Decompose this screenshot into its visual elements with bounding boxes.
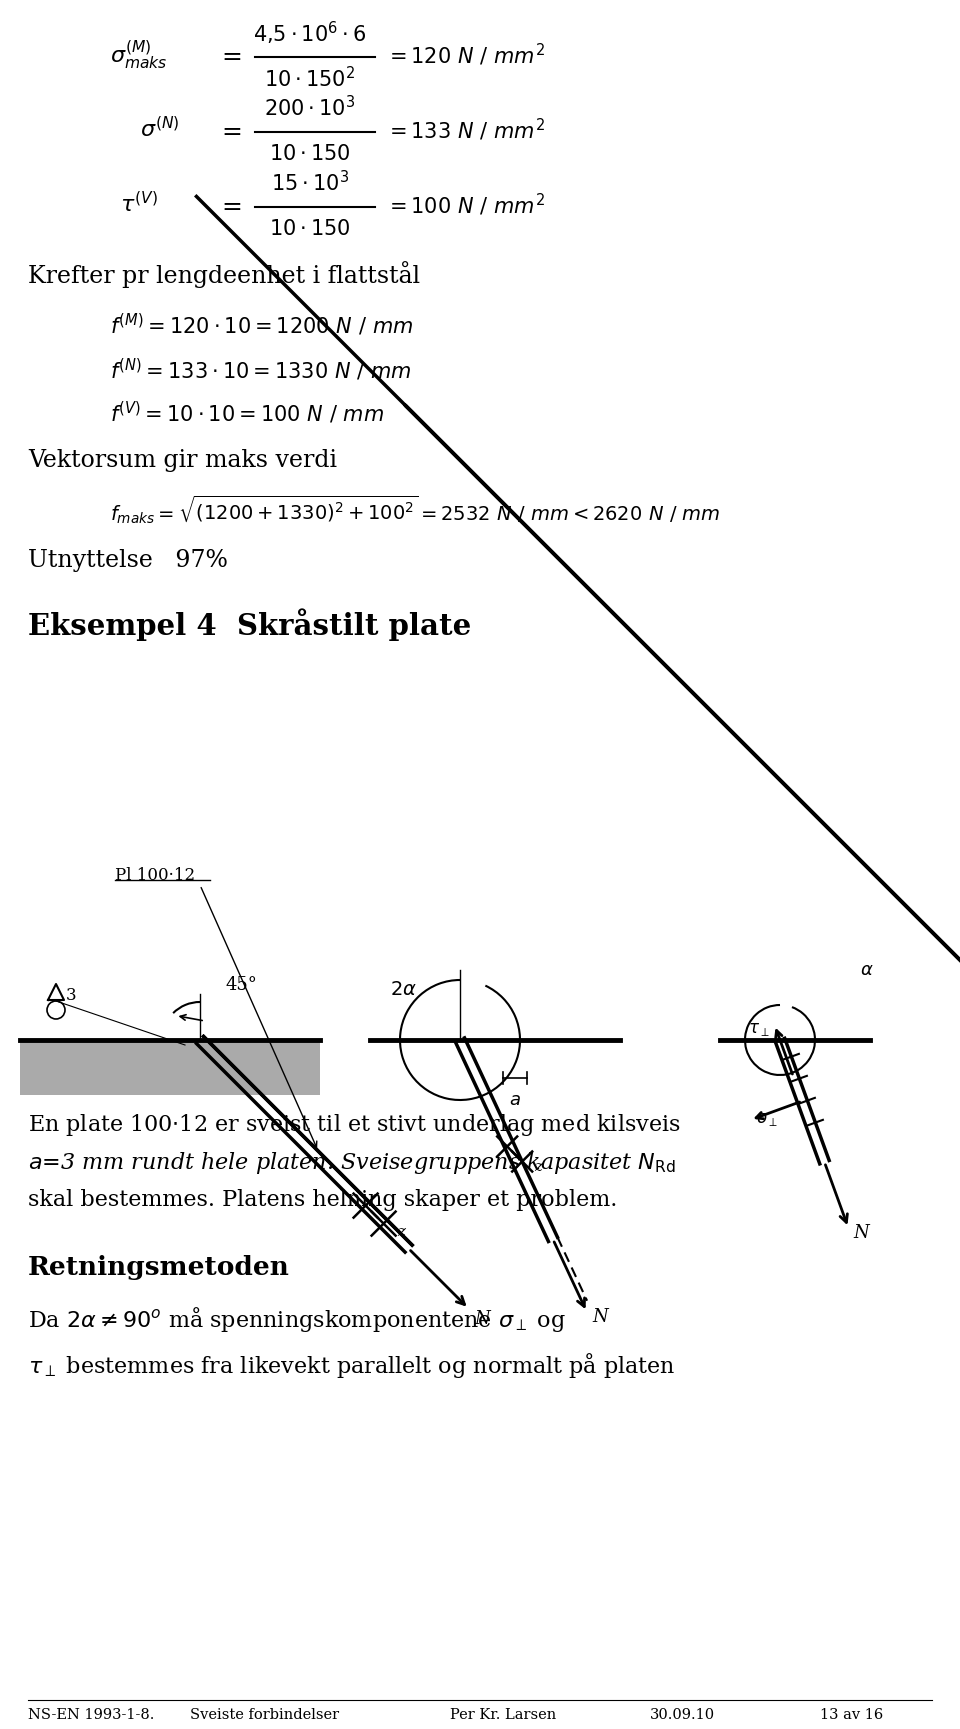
Text: $2\alpha$: $2\alpha$ bbox=[390, 980, 417, 999]
Text: $f^{(N)} = 133 \cdot 10 = 1330\ N\ /\ mm$: $f^{(N)} = 133 \cdot 10 = 1330\ N\ /\ mm… bbox=[110, 356, 412, 384]
Text: $\sigma_\perp$: $\sigma_\perp$ bbox=[756, 1112, 778, 1129]
Text: Da $2\alpha \neq 90^o$ må spenningskomponentene $\sigma_\perp$ og: Da $2\alpha \neq 90^o$ må spenningskompo… bbox=[28, 1305, 565, 1335]
Text: $= 133\ N\ /\ mm^2$: $= 133\ N\ /\ mm^2$ bbox=[385, 118, 545, 144]
Text: $=$: $=$ bbox=[217, 43, 243, 66]
Text: N: N bbox=[474, 1309, 491, 1328]
Text: $= 120\ N\ /\ mm^2$: $= 120\ N\ /\ mm^2$ bbox=[385, 41, 545, 67]
Text: z: z bbox=[534, 1160, 542, 1174]
Text: $200 \cdot 10^3$: $200 \cdot 10^3$ bbox=[264, 95, 356, 121]
Text: Krefter pr lengdeenhet i flattstål: Krefter pr lengdeenhet i flattstål bbox=[28, 261, 420, 289]
Text: 45°: 45° bbox=[225, 975, 257, 994]
Text: $\tau^{(V)}$: $\tau^{(V)}$ bbox=[120, 192, 157, 218]
Text: $a$: $a$ bbox=[509, 1091, 521, 1108]
Text: $= 100\ N\ /\ mm^2$: $= 100\ N\ /\ mm^2$ bbox=[385, 192, 545, 218]
Text: $=$: $=$ bbox=[217, 119, 243, 142]
Text: 13 av 16: 13 av 16 bbox=[820, 1708, 883, 1722]
Text: $\alpha$: $\alpha$ bbox=[860, 961, 874, 979]
Text: $10 \cdot 150$: $10 \cdot 150$ bbox=[269, 144, 351, 164]
Text: En plate 100$\cdot$12 er sveist til et stivt underlag med kilsveis: En plate 100$\cdot$12 er sveist til et s… bbox=[28, 1112, 681, 1138]
Text: Per Kr. Larsen: Per Kr. Larsen bbox=[450, 1708, 556, 1722]
Text: $f^{(V)} = 10 \cdot 10 = 100\ N\ /\ mm$: $f^{(V)} = 10 \cdot 10 = 100\ N\ /\ mm$ bbox=[110, 399, 384, 425]
Text: N: N bbox=[592, 1307, 609, 1326]
Text: Pl 100·12: Pl 100·12 bbox=[115, 866, 195, 884]
Text: $\sigma^{(N)}$: $\sigma^{(N)}$ bbox=[140, 118, 180, 142]
Text: $4{,}5 \cdot 10^6 \cdot 6$: $4{,}5 \cdot 10^6 \cdot 6$ bbox=[253, 19, 367, 47]
Text: Sveiste forbindelser: Sveiste forbindelser bbox=[190, 1708, 339, 1722]
Text: Utnyttelse   97%: Utnyttelse 97% bbox=[28, 548, 228, 572]
Text: $\sigma^{(M)}_{maks}$: $\sigma^{(M)}_{maks}$ bbox=[110, 38, 168, 71]
Text: $\tau_\perp$ bestemmes fra likevekt parallelt og normalt på platen: $\tau_\perp$ bestemmes fra likevekt para… bbox=[28, 1350, 676, 1380]
Text: 30.09.10: 30.09.10 bbox=[650, 1708, 715, 1722]
Text: Vektorsum gir maks verdi: Vektorsum gir maks verdi bbox=[28, 448, 337, 472]
Bar bbox=[20, 1041, 320, 1094]
Text: $10 \cdot 150^2$: $10 \cdot 150^2$ bbox=[264, 66, 355, 92]
Text: $f^{(M)} = 120 \cdot 10 = 1200\ N\ /\ mm$: $f^{(M)} = 120 \cdot 10 = 1200\ N\ /\ mm… bbox=[110, 311, 413, 339]
Text: Eksempel 4  Skråstilt plate: Eksempel 4 Skråstilt plate bbox=[28, 609, 471, 641]
Text: 3: 3 bbox=[66, 987, 77, 1003]
Text: $15 \cdot 10^3$: $15 \cdot 10^3$ bbox=[271, 171, 349, 195]
Text: Retningsmetoden: Retningsmetoden bbox=[28, 1255, 290, 1281]
Text: $a$=3 mm rundt hele platen. Sveisegruppens kapasitet $N_{\rm Rd}$: $a$=3 mm rundt hele platen. Sveisegruppe… bbox=[28, 1150, 676, 1176]
Text: N: N bbox=[853, 1224, 869, 1241]
Text: $f_{maks} = \sqrt{(1200+1330)^2+100^2} = 2532\ N\ /\ mm < 2620\ N\ /\ mm$: $f_{maks} = \sqrt{(1200+1330)^2+100^2} =… bbox=[110, 494, 721, 526]
Text: $\tau_\perp$: $\tau_\perp$ bbox=[748, 1022, 770, 1039]
Text: NS-EN 1993-1-8.: NS-EN 1993-1-8. bbox=[28, 1708, 155, 1722]
Text: z: z bbox=[397, 1224, 405, 1238]
Text: skal bestemmes. Platens helning skaper et problem.: skal bestemmes. Platens helning skaper e… bbox=[28, 1190, 617, 1210]
Text: $=$: $=$ bbox=[217, 194, 243, 216]
Text: $10 \cdot 150$: $10 \cdot 150$ bbox=[269, 220, 351, 239]
